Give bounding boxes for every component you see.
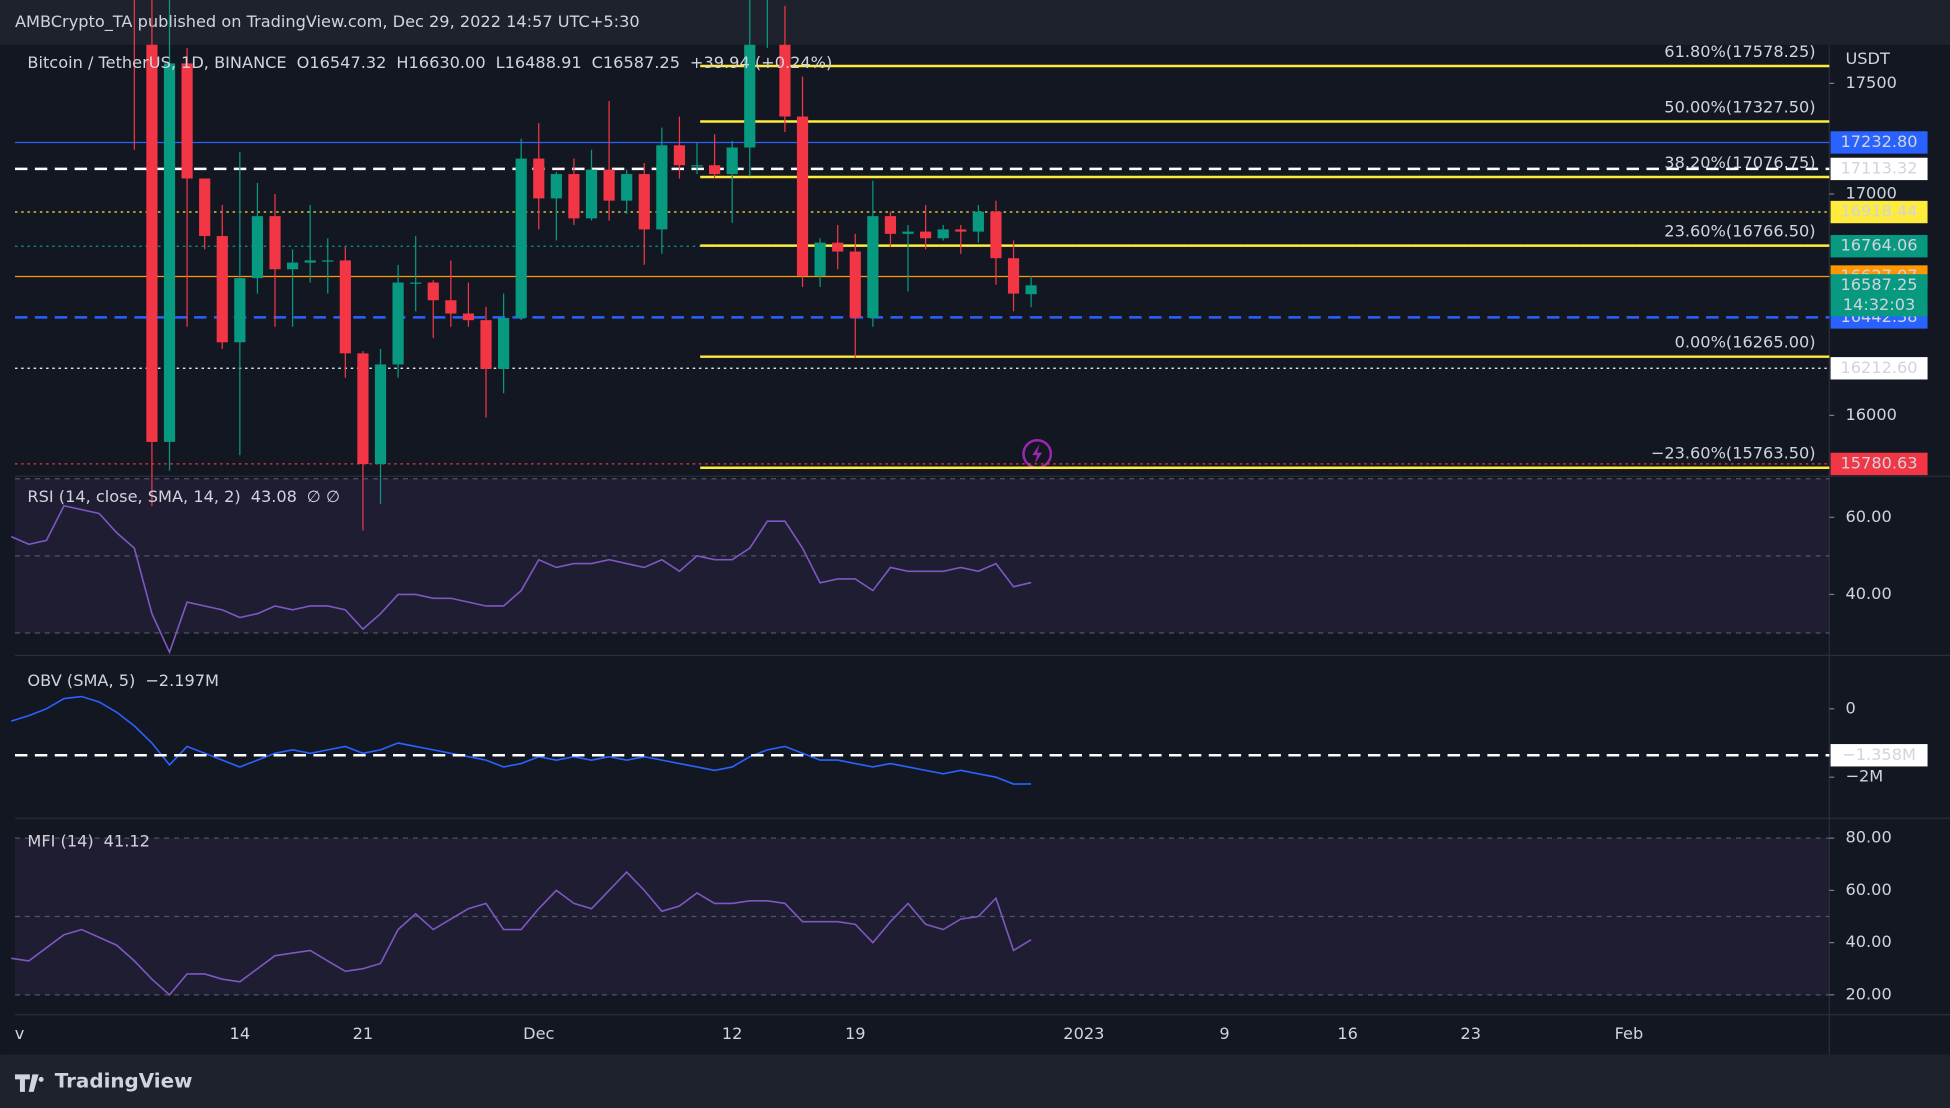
- indicator-value: −2.197M: [145, 671, 219, 690]
- indicator-tick: 40.00: [1845, 932, 1891, 951]
- indicator-tick: 0: [1845, 698, 1855, 717]
- brand: TradingView: [55, 1069, 193, 1092]
- time-label: 23: [1460, 1024, 1481, 1043]
- publisher: AMBCrypto_TA published on TradingView.co…: [15, 12, 640, 32]
- price-label: 17113.32: [1841, 158, 1918, 177]
- indicator-line: [11, 870, 1032, 996]
- indicator-title: OBV (SMA, 5): [27, 671, 135, 690]
- time-label: Feb: [1615, 1024, 1644, 1043]
- indicator-line: [10, 504, 1032, 655]
- legend-item: C16587.25: [592, 53, 680, 72]
- price-label-box: [1830, 200, 1928, 224]
- price-tick: 17500: [1845, 73, 1896, 92]
- time-label: v: [15, 1024, 25, 1043]
- time-label: 19: [845, 1024, 866, 1043]
- top-bar: [0, 0, 1950, 45]
- fib-label: −23.60%(15763.50): [1651, 444, 1816, 463]
- indicator-tick: 60.00: [1845, 880, 1891, 899]
- time-label: 21: [353, 1024, 374, 1043]
- axis-unit: USDT: [1845, 49, 1890, 68]
- time-label: 9: [1219, 1024, 1229, 1043]
- legend-item: +39.94 (+0.24%): [690, 53, 832, 72]
- indicator-title: RSI (14, close, SMA, 14, 2): [27, 487, 240, 506]
- bottom-bar: [0, 1054, 1950, 1108]
- time-label: 2023: [1063, 1024, 1104, 1043]
- indicator-tick: 40.00: [1845, 584, 1891, 603]
- indicator-line: [11, 695, 1032, 785]
- price-label: 16764.06: [1841, 236, 1918, 255]
- tv-logo: [14, 1074, 44, 1092]
- legend-item: Bitcoin / TetherUS, 1D, BINANCE: [27, 53, 286, 72]
- price-label: 15780.63: [1841, 453, 1918, 472]
- indicator-tick: 20.00: [1845, 984, 1891, 1003]
- price-tick: 17000: [1845, 183, 1896, 202]
- fib-label: 0.00%(16265.00): [1675, 333, 1816, 352]
- last-price: 16587.25: [1841, 275, 1918, 294]
- indicator-tick: 80.00: [1845, 828, 1891, 847]
- last-price-box: [1830, 274, 1928, 317]
- price-label-box: [1830, 131, 1928, 154]
- legend-item: O16547.32: [297, 53, 387, 72]
- indicator-value: 43.08: [251, 487, 297, 506]
- price-label: 16918.44: [1841, 202, 1918, 221]
- fib-label: 61.80%(17578.25): [1664, 42, 1815, 61]
- countdown: 14:32:03: [1843, 295, 1916, 314]
- fib-label: 50.00%(17327.50): [1664, 97, 1815, 116]
- fib-label: 23.60%(16766.50): [1664, 221, 1815, 240]
- obv-label: −1.358M: [1842, 745, 1916, 764]
- price-label-box: [1830, 157, 1928, 181]
- price-label-box: [1830, 357, 1928, 380]
- legend-item: L16488.91: [496, 53, 582, 72]
- time-label: 12: [722, 1024, 743, 1043]
- price-label-box: [1830, 452, 1928, 476]
- price-label: 16212.60: [1841, 358, 1918, 377]
- price-label: 17232.80: [1841, 132, 1918, 151]
- indicator-value: 41.12: [104, 831, 150, 850]
- price-label-box: [1830, 235, 1928, 258]
- indicator-title: MFI (14): [27, 831, 93, 850]
- time-label: 14: [230, 1024, 251, 1043]
- price-tick: 16000: [1845, 405, 1896, 424]
- time-label: Dec: [523, 1024, 554, 1043]
- indicator-tick: −2M: [1845, 767, 1883, 786]
- indicator-tick: 60.00: [1845, 507, 1891, 526]
- legend-item: H16630.00: [396, 53, 485, 72]
- fib-label: 38.20%(17076.75): [1664, 153, 1815, 172]
- time-label: 16: [1337, 1024, 1358, 1043]
- obv-label-box: [1830, 744, 1928, 767]
- indicator-extra: ∅ ∅: [307, 487, 340, 506]
